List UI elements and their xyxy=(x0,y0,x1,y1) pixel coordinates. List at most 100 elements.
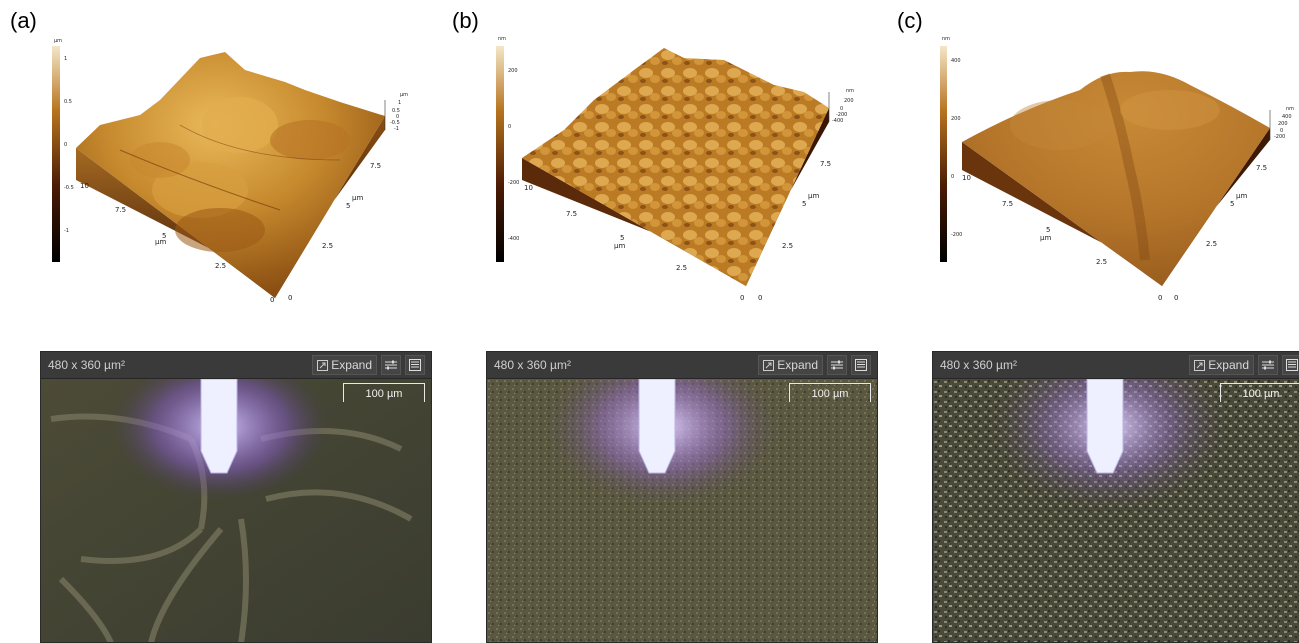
z-tick: 200 xyxy=(844,98,854,104)
afm-surface xyxy=(962,71,1270,286)
colorbar-unit: nm xyxy=(942,36,950,42)
sliders-icon xyxy=(831,360,843,370)
z-axis-unit: µm xyxy=(400,92,408,98)
x-tick: 2.5 xyxy=(1096,258,1107,266)
panel-label-b: (b) xyxy=(452,8,479,33)
micro-toolbar: 480 x 360 µm² Expand xyxy=(933,352,1299,379)
microscope-view-a: 480 x 360 µm² Expand xyxy=(40,351,432,643)
y-tick: 7.5 xyxy=(370,162,381,170)
z-axis-unit: nm xyxy=(1286,106,1294,112)
z-tick: 0 xyxy=(396,114,399,120)
panel-toggle-button[interactable] xyxy=(405,355,425,375)
z-axis-unit: nm xyxy=(846,88,854,94)
colorbar-tick: 1 xyxy=(64,56,67,62)
z-tick: 0 xyxy=(1280,128,1283,134)
z-tick: -0.5 xyxy=(390,120,400,126)
expand-icon xyxy=(763,359,775,371)
probe-tip xyxy=(200,379,238,474)
y-axis-label: µm xyxy=(808,192,819,200)
window-icon xyxy=(855,359,867,371)
y-axis-label: µm xyxy=(1236,192,1247,200)
x-tick: 0 xyxy=(270,296,274,304)
colorbar-tick: 0 xyxy=(64,142,67,148)
y-axis: 0 2.5 5 µm 7.5 xyxy=(758,160,831,302)
x-tick: 10 xyxy=(80,182,89,190)
colorbar-tick: 200 xyxy=(951,116,961,122)
y-axis-label: µm xyxy=(352,194,363,202)
panel-label-c: (c) xyxy=(897,8,923,33)
x-tick: 7.5 xyxy=(115,206,126,214)
probe-tip xyxy=(1086,379,1124,474)
scale-bar: 100 µm xyxy=(789,383,871,402)
field-of-view-size: 480 x 360 µm² xyxy=(940,358,1017,372)
expand-button[interactable]: Expand xyxy=(312,355,377,375)
x-axis: 10 7.5 5 µm 2.5 0 xyxy=(80,182,274,304)
y-tick: 0 xyxy=(758,294,762,302)
z-tick: 0 xyxy=(840,106,843,112)
window-icon xyxy=(409,359,421,371)
z-tick: -400 xyxy=(832,118,843,124)
expand-button[interactable]: Expand xyxy=(758,355,823,375)
colorbar-tick: 0 xyxy=(951,174,954,180)
settings-sliders-button[interactable] xyxy=(381,355,401,375)
x-tick: 7.5 xyxy=(1002,200,1013,208)
colorbar-tick: -0.5 xyxy=(64,185,74,191)
x-tick: 5 xyxy=(1046,226,1050,234)
expand-label: Expand xyxy=(1208,358,1249,372)
colorbar-unit: nm xyxy=(498,36,506,42)
micrograph-image xyxy=(933,379,1299,642)
microscope-view-c: 480 x 360 µm² Expand xyxy=(932,351,1299,643)
z-axis: nm 400 200 0 -200 xyxy=(1269,106,1294,140)
y-tick: 7.5 xyxy=(1256,164,1267,172)
settings-sliders-button[interactable] xyxy=(1258,355,1278,375)
x-axis-label: µm xyxy=(1040,234,1051,242)
scale-bar: 100 µm xyxy=(1220,383,1299,402)
colorbar-tick: 0 xyxy=(508,124,511,130)
z-axis: nm 200 0 -200 -400 xyxy=(828,88,854,124)
expand-icon xyxy=(1194,359,1206,371)
colorbar xyxy=(52,46,60,262)
y-tick: 5 xyxy=(346,202,350,210)
x-axis-label: µm xyxy=(155,238,166,246)
expand-button[interactable]: Expand xyxy=(1189,355,1254,375)
afm-surface xyxy=(522,48,829,286)
scale-bar: 100 µm xyxy=(343,383,425,402)
y-tick: 0 xyxy=(288,294,292,302)
z-tick: 200 xyxy=(1278,121,1288,127)
sliders-icon xyxy=(1262,360,1274,370)
y-tick: 2.5 xyxy=(782,242,793,250)
micro-toolbar: 480 x 360 µm² Expand xyxy=(41,352,431,379)
expand-icon xyxy=(317,359,329,371)
probe-tip xyxy=(638,379,676,474)
colorbar-tick: -400 xyxy=(508,236,519,242)
colorbar-tick: -1 xyxy=(64,228,69,234)
z-tick: -200 xyxy=(836,112,847,118)
afm-3d-topography-b: nm 200 0 -200 -400 10 7.5 5 µm 2.5 0 0 2… xyxy=(496,36,854,302)
x-tick: 2.5 xyxy=(215,262,226,270)
z-tick: 1 xyxy=(398,100,401,106)
z-tick: 0.5 xyxy=(392,108,400,114)
y-tick: 5 xyxy=(1230,200,1234,208)
panel-toggle-button[interactable] xyxy=(851,355,871,375)
colorbar-tick: 0.5 xyxy=(64,99,72,105)
y-tick: 2.5 xyxy=(1206,240,1217,248)
colorbar xyxy=(940,46,947,262)
x-axis-label: µm xyxy=(614,242,625,250)
colorbar-tick: 400 xyxy=(951,58,961,64)
micro-toolbar: 480 x 360 µm² Expand xyxy=(487,352,877,379)
window-icon xyxy=(1286,359,1298,371)
x-tick: 7.5 xyxy=(566,210,577,218)
afm-3d-topography-a: µm 1 0.5 0 -0.5 -1 10 7.5 5 µm 2.5 0 0 2… xyxy=(52,38,408,304)
microscope-view-b: 480 x 360 µm² Expand xyxy=(486,351,878,643)
x-tick: 5 xyxy=(162,232,166,240)
x-tick: 0 xyxy=(1158,294,1162,302)
x-tick: 5 xyxy=(620,234,624,242)
z-axis: µm 1 0.5 0 -0.5 -1 xyxy=(384,92,408,132)
colorbar xyxy=(496,46,504,262)
y-axis: 0 2.5 5 µm 7.5 xyxy=(288,162,381,302)
y-tick: 2.5 xyxy=(322,242,333,250)
panel-toggle-button[interactable] xyxy=(1282,355,1299,375)
colorbar-tick: -200 xyxy=(508,180,519,186)
z-tick: -200 xyxy=(1274,134,1285,140)
settings-sliders-button[interactable] xyxy=(827,355,847,375)
